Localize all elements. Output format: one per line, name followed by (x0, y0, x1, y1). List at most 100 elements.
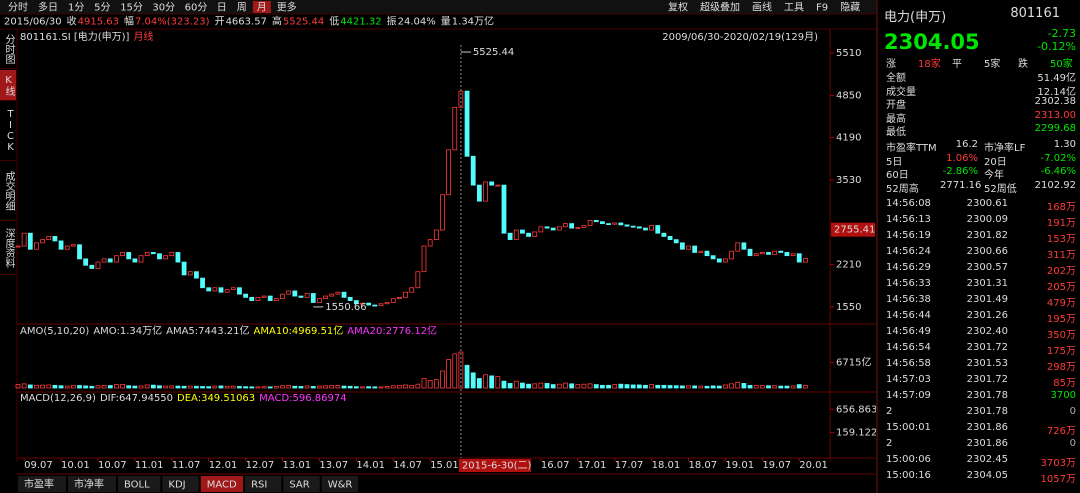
candle (686, 245, 691, 250)
candle (593, 219, 599, 223)
volume-bar (77, 385, 82, 389)
bottom-tab[interactable]: W&R (328, 480, 353, 491)
toolbar-button[interactable]: 日 (217, 3, 227, 14)
toolbar-button[interactable]: 画线 (752, 1, 772, 14)
candle (655, 225, 661, 234)
candle (599, 221, 605, 224)
volume-bar (593, 384, 599, 389)
toolbar-button[interactable]: 复权 (668, 1, 688, 14)
candle (501, 184, 507, 234)
volume-bar (230, 385, 236, 389)
volume-bar (476, 378, 482, 389)
trade-price: 2301.31 (966, 278, 1008, 289)
toolbar-button[interactable]: 15分 (120, 2, 143, 14)
candle (538, 226, 544, 233)
bottom-tab[interactable]: BOLL (124, 480, 150, 491)
toolbar-button[interactable]: 隐藏 (840, 2, 860, 14)
volume-bar (686, 385, 691, 389)
legend-entry: AMA5:7443.21亿 (166, 324, 249, 337)
candle (77, 244, 82, 260)
chart-title: 801161.SI [电力(申万)] (20, 30, 130, 43)
tab-bg[interactable] (118, 476, 161, 492)
volume-bar (157, 385, 162, 389)
toolbar-button[interactable]: 超级叠加 (700, 1, 740, 14)
info-value: 4421.32 (340, 17, 381, 28)
tab-bg[interactable] (18, 476, 66, 492)
volume-bar (587, 383, 593, 389)
breadth-value: 5家 (984, 59, 1001, 70)
candle (52, 236, 58, 242)
trade-price: 2301.72 (966, 342, 1008, 353)
candle (563, 223, 568, 228)
stat-label: 成交量 (886, 86, 916, 98)
tab-bg[interactable] (200, 476, 244, 492)
bottom-tab[interactable]: RSI (251, 480, 267, 491)
toolbar-button[interactable]: 多日 (38, 1, 58, 14)
x-tick-label: 18.07 (689, 460, 718, 471)
trade-price: 2301.72 (966, 374, 1008, 385)
volume-bar (526, 383, 531, 389)
tab-bg[interactable] (245, 476, 282, 492)
candle (784, 252, 790, 257)
info-label: 收 (67, 15, 77, 28)
chart-range: 2009/06/30-2020/02/19(129月) (662, 31, 818, 43)
ratio-label: 今年 (984, 170, 1004, 181)
volume-bar (273, 385, 279, 389)
tab-bg[interactable] (162, 476, 199, 492)
volume-bar (341, 385, 347, 389)
volume-bar (181, 385, 187, 389)
toolbar-button[interactable]: 月 (257, 2, 267, 14)
volume-bar (409, 384, 415, 389)
candle (778, 250, 784, 253)
toolbar-button[interactable]: 工具 (784, 2, 804, 14)
volume-bar (470, 372, 476, 389)
chart-header: 801161.SI [电力(申万)] 月线 (20, 30, 153, 43)
tab-bg[interactable] (283, 476, 320, 492)
trade-price: 2300.66 (966, 246, 1008, 257)
volume-bar (89, 385, 95, 389)
bottom-tab[interactable]: MACD (207, 480, 237, 491)
bottom-tab[interactable]: 市净率 (74, 478, 104, 491)
bottom-tab[interactable]: SAR (289, 480, 309, 491)
toolbar-button[interactable]: 60分 (185, 2, 208, 14)
x-tick-label: 19.07 (762, 460, 791, 471)
side-tab[interactable]: 成交明细 (0, 162, 16, 221)
toolbar-button[interactable]: 30分 (152, 2, 175, 14)
candle (237, 287, 242, 295)
volume-bar (132, 385, 138, 389)
side-tab[interactable]: K线图 (0, 70, 16, 101)
toolbar-button[interactable]: 1分 (68, 2, 84, 14)
tab-bg[interactable] (68, 476, 116, 492)
volume-bar (310, 386, 316, 389)
toolbar-button[interactable]: F9 (816, 3, 828, 14)
volume-bar (778, 385, 784, 389)
legend-entry: MACD(12,26,9) (20, 393, 96, 404)
toolbar-button[interactable]: 分时 (8, 2, 28, 14)
candle (661, 232, 667, 237)
info-value: 4915.63 (78, 17, 119, 28)
bottom-tab[interactable]: 市盈率 (24, 478, 54, 491)
candle (175, 252, 181, 263)
candle (218, 287, 224, 293)
bottom-tab[interactable]: KDJ (168, 480, 185, 491)
tab-bg[interactable] (321, 476, 358, 492)
side-tab[interactable]: 深度资料 (0, 222, 16, 275)
candle (150, 252, 156, 255)
trade-price: 2300.57 (966, 262, 1008, 273)
trade-volume: 311万 (1046, 250, 1076, 261)
side-tab[interactable]: 分时图 (0, 30, 16, 69)
candle (476, 184, 482, 202)
toolbar-button[interactable]: 更多 (277, 1, 297, 14)
toolbar-button[interactable]: 周 (237, 2, 247, 14)
volume-bar (200, 386, 205, 389)
trade-volume: 3703万 (1040, 458, 1076, 469)
trade-price: 2301.86 (966, 438, 1008, 449)
volume-bar (440, 370, 445, 389)
volume-bar (624, 384, 630, 389)
side-tab[interactable]: TICK (0, 102, 16, 161)
volume-bar (249, 386, 255, 389)
volume-bar (464, 364, 470, 389)
info-value: 5525.44 (283, 17, 324, 28)
toolbar-button[interactable]: 5分 (94, 2, 110, 14)
